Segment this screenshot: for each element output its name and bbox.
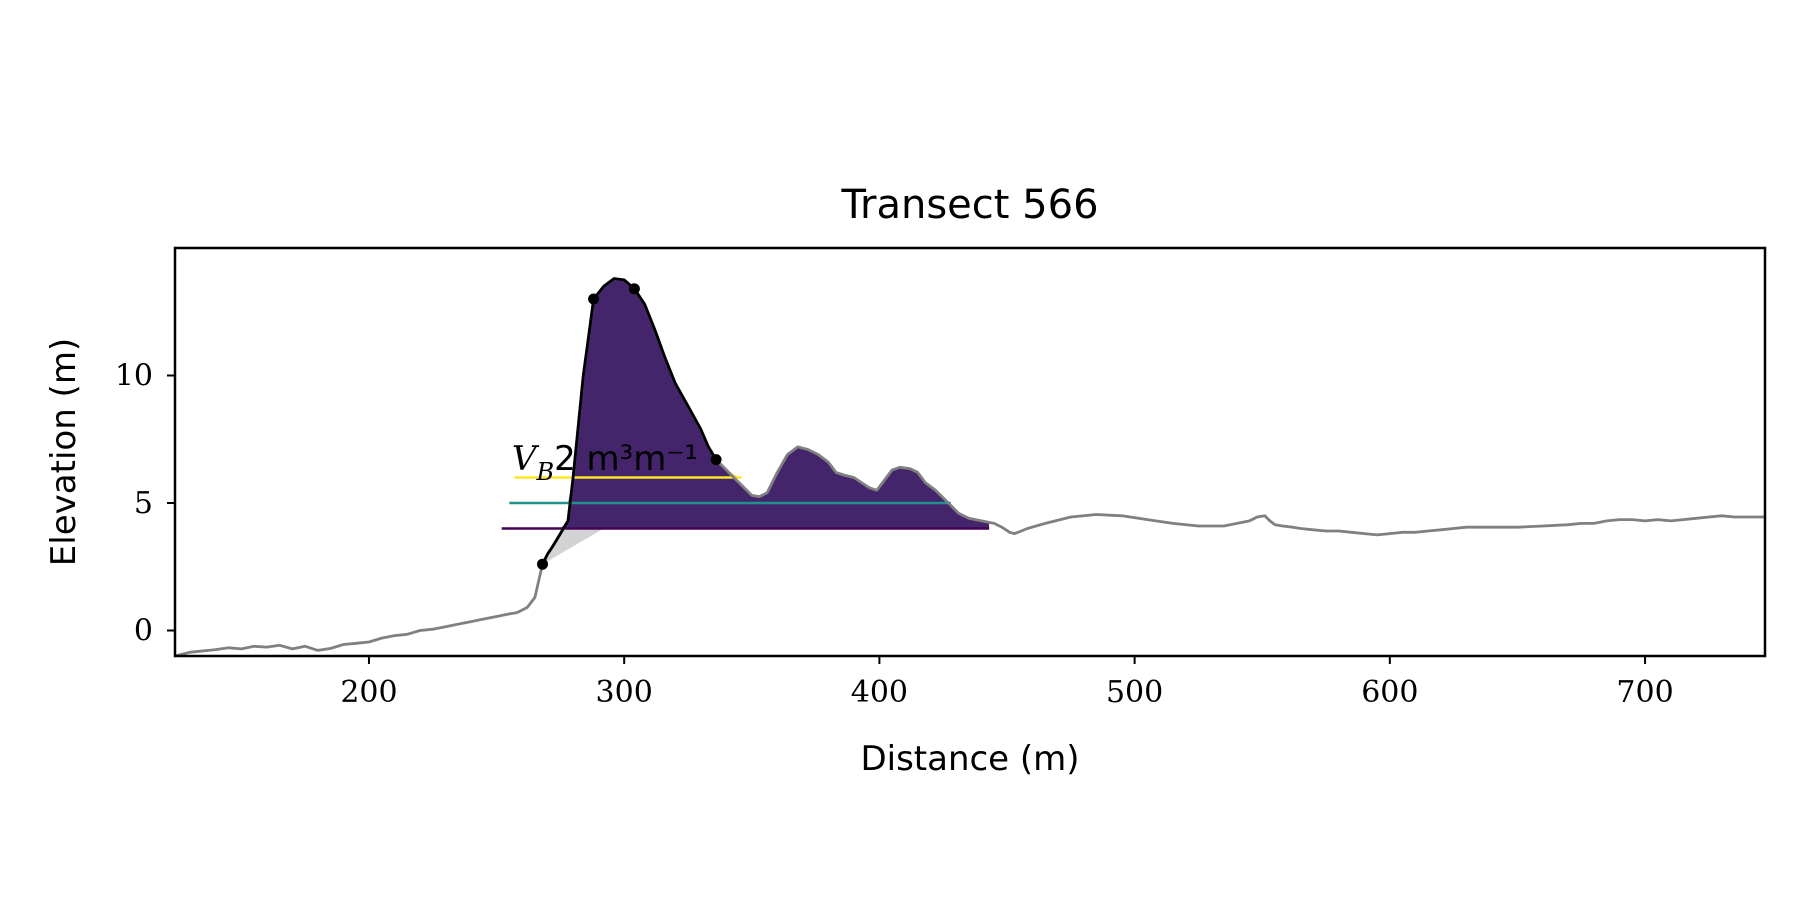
key-point (710, 454, 722, 466)
x-tick-label: 700 (1616, 675, 1673, 710)
x-tick-label: 400 (851, 675, 908, 710)
volume-fill-low (560, 278, 990, 529)
profile-line (174, 277, 1765, 658)
y-tick-label: 5 (134, 486, 153, 521)
x-axis-label: Distance (m) (860, 739, 1079, 779)
x-tick-label: 500 (1106, 675, 1163, 710)
dune-line (541, 277, 718, 565)
y-tick-label: 0 (134, 614, 153, 649)
x-tick-label: 200 (340, 675, 397, 710)
key-point (588, 293, 600, 305)
y-tick-label: 10 (115, 359, 153, 394)
y-axis-label: Elevation (m) (44, 338, 84, 566)
chart-title: Transect 566 (840, 182, 1098, 228)
x-tick-label: 600 (1361, 675, 1418, 710)
x-tick-label: 300 (596, 675, 653, 710)
volume-annotation: VB2 m³m⁻¹ (512, 439, 698, 486)
axis-ticks: 200 300 400 500 600 700 0 5 10 (115, 359, 1674, 711)
plot-area (174, 277, 1765, 658)
key-point (628, 283, 640, 295)
plot-frame (173, 246, 1767, 658)
key-point (537, 558, 548, 570)
